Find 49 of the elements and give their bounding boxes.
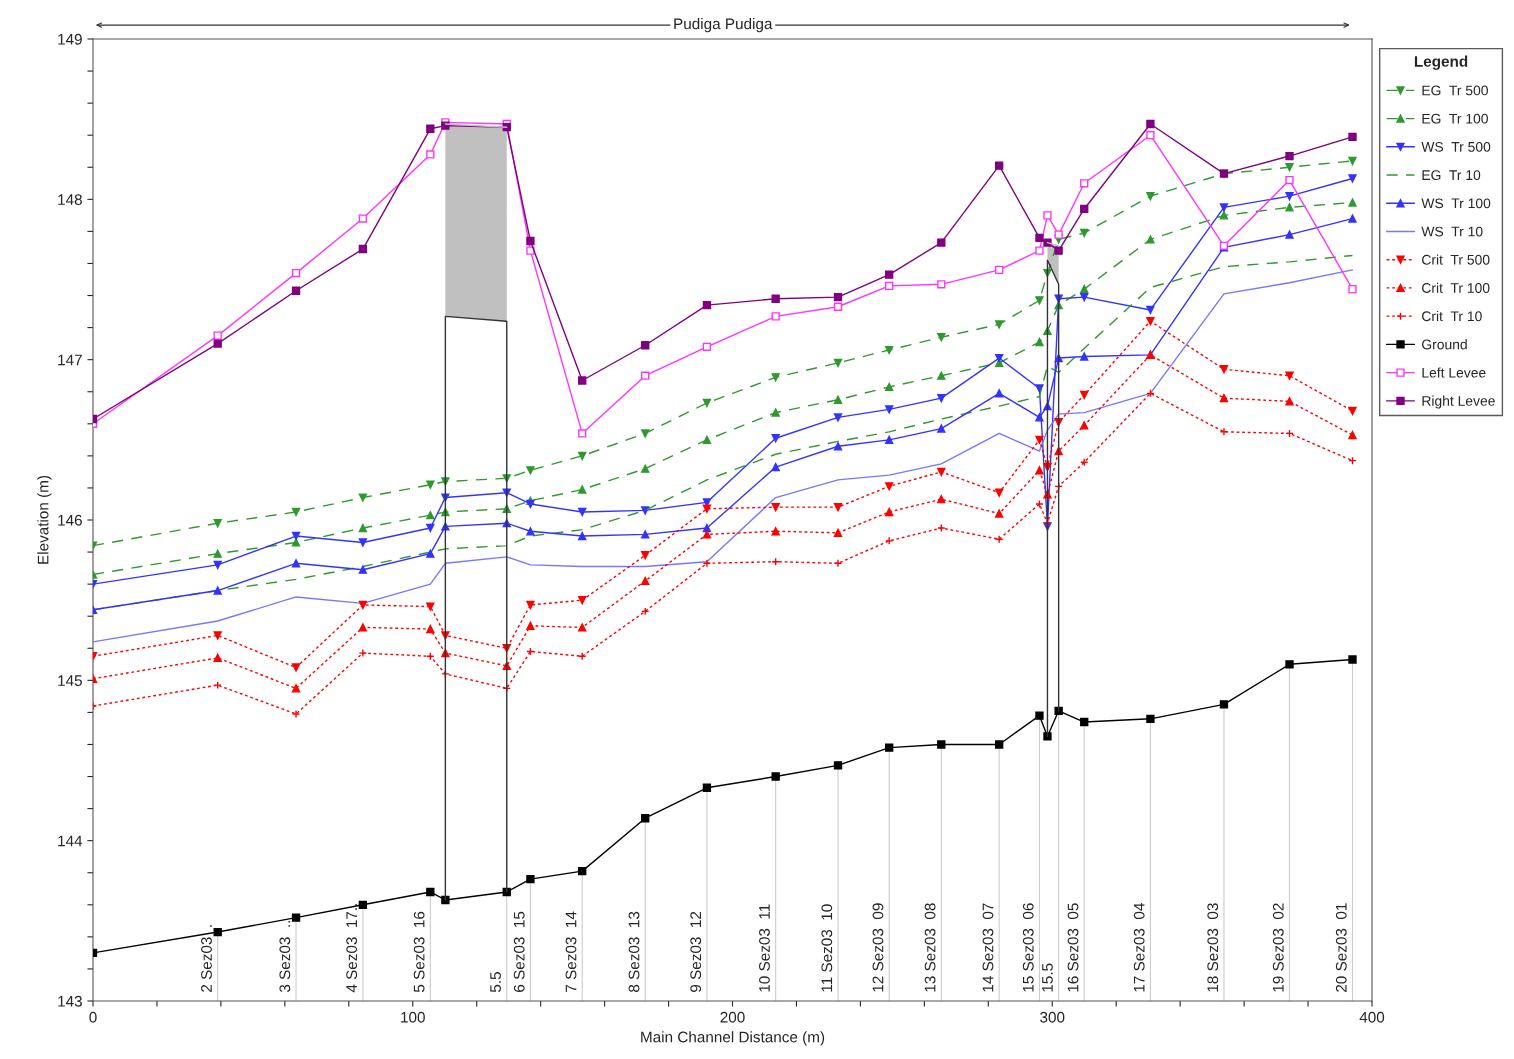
legend-label: Left Levee <box>1422 367 1486 378</box>
y-tick-label: 146 <box>58 514 82 526</box>
annotation: 17 Sez03 04 <box>1133 903 1145 992</box>
annotation: 12 Sez03 09 <box>872 903 884 992</box>
y-tick-label: 148 <box>58 194 82 206</box>
y-tick-label: 143 <box>58 995 82 1007</box>
legend-label: WS Tr 10 <box>1421 226 1483 237</box>
annotation: 6 Sez03 15 <box>513 911 525 992</box>
annotation: 7 Sez03 14 <box>565 911 577 992</box>
legend-title: Legend <box>1414 55 1468 70</box>
annotation: 8 Sez03 13 <box>628 911 640 992</box>
annotation: 20 Sez03 01 <box>1335 903 1347 992</box>
legend-label: EG Tr 10 <box>1422 170 1481 181</box>
legend-label: WS Tr 500 <box>1421 141 1491 152</box>
text: Pudiga Pudiga <box>674 17 773 33</box>
annotation: 14 Sez03 07 <box>982 903 994 992</box>
annotation: 5.5 <box>490 972 501 993</box>
annotation: 15 Sez03 06 <box>1022 903 1034 992</box>
annotation: 2 Sez03 . <box>201 925 212 992</box>
annotation: 4 Sez03 17.. <box>346 904 358 993</box>
y-axis-title: Elevation (m) <box>37 475 52 564</box>
legend-label: EG Tr 100 <box>1422 113 1488 124</box>
y-tick-label: 145 <box>58 675 82 687</box>
x-tick-label: 400 <box>1359 1011 1385 1023</box>
y-tick-label: 147 <box>58 354 82 366</box>
legend-label: Right Levee <box>1422 395 1495 409</box>
annotation: 10 Sez03 11 <box>759 904 770 992</box>
legend-label: Crit Tr 500 <box>1422 254 1490 265</box>
annotation: 15.5 <box>1042 963 1053 992</box>
annotation: 11 Sez03 10 <box>821 904 833 992</box>
annotation: 9 Sez03 12 <box>690 911 702 992</box>
x-tick-label: 100 <box>401 1011 425 1023</box>
annotation: 3 Sez03 .. <box>279 921 291 993</box>
legend-label: Crit Tr 10 <box>1422 310 1482 322</box>
legend-label: EG Tr 500 <box>1422 85 1488 96</box>
legend-label: Crit Tr 100 <box>1422 282 1490 293</box>
annotation: 18 Sez03 03 <box>1207 903 1219 992</box>
x-tick-label: 0 <box>89 1011 97 1023</box>
x-tick-label: 200 <box>720 1011 745 1023</box>
annotation: 5 Sez03 16 <box>413 911 425 993</box>
annotation: 16 Sez03 05 <box>1067 903 1079 992</box>
x-axis-title: Main Channel Distance (m) <box>641 1031 825 1046</box>
y-tick-label: 144 <box>58 835 83 847</box>
legend-label: WS Tr 100 <box>1421 198 1491 209</box>
annotation: 19 Sez03 02 <box>1272 903 1284 992</box>
annotation: 13 Sez03 08 <box>924 903 936 992</box>
y-tick-label: 149 <box>58 33 82 45</box>
legend-label: Ground <box>1422 339 1467 350</box>
x-tick-label: 300 <box>1040 1011 1065 1023</box>
